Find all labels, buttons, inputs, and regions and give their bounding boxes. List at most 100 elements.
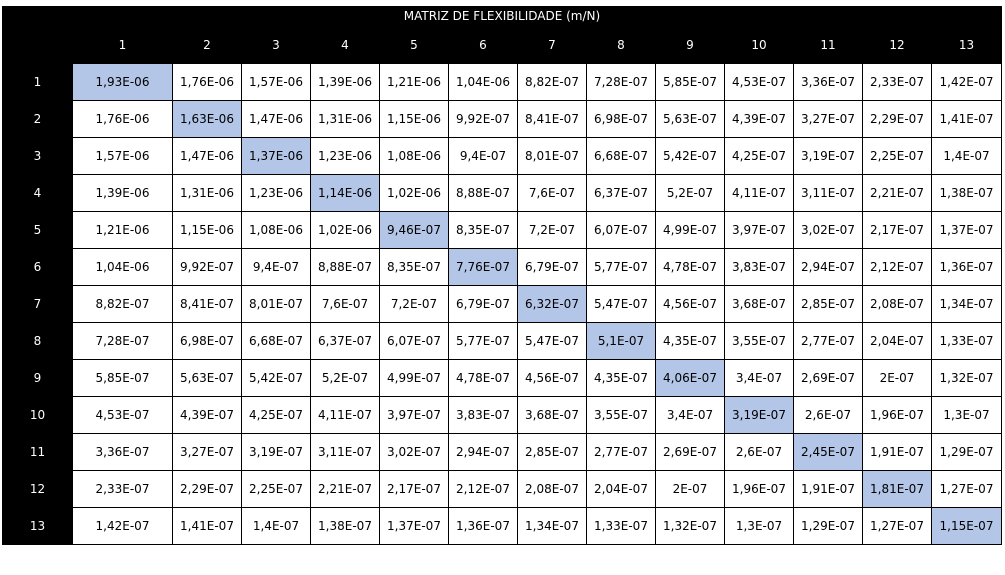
matrix-cell[interactable]: 3,68E-07: [517, 396, 587, 434]
matrix-cell[interactable]: 2,21E-07: [310, 470, 380, 508]
matrix-cell[interactable]: 2,33E-07: [862, 63, 932, 101]
matrix-cell[interactable]: 1,39E-06: [310, 63, 380, 101]
matrix-cell[interactable]: 1,29E-07: [931, 433, 1002, 471]
matrix-cell[interactable]: 8,41E-07: [172, 285, 242, 323]
matrix-cell[interactable]: 3,4E-07: [655, 396, 725, 434]
matrix-cell[interactable]: 3,97E-07: [379, 396, 449, 434]
diagonal-cell[interactable]: 1,37E-06: [241, 137, 311, 175]
matrix-cell[interactable]: 2,94E-07: [448, 433, 518, 471]
matrix-cell[interactable]: 8,35E-07: [379, 248, 449, 286]
matrix-cell[interactable]: 4,39E-07: [172, 396, 242, 434]
diagonal-cell[interactable]: 7,76E-07: [448, 248, 518, 286]
matrix-cell[interactable]: 3,02E-07: [793, 211, 863, 249]
matrix-cell[interactable]: 4,56E-07: [517, 359, 587, 397]
matrix-cell[interactable]: 6,79E-07: [517, 248, 587, 286]
matrix-cell[interactable]: 1,27E-07: [862, 507, 932, 545]
matrix-cell[interactable]: 2,6E-07: [724, 433, 794, 471]
matrix-cell[interactable]: 9,4E-07: [241, 248, 311, 286]
matrix-cell[interactable]: 2,77E-07: [793, 322, 863, 360]
matrix-cell[interactable]: 5,2E-07: [310, 359, 380, 397]
matrix-cell[interactable]: 1,57E-06: [72, 137, 173, 175]
matrix-cell[interactable]: 4,39E-07: [724, 100, 794, 138]
matrix-cell[interactable]: 2,17E-07: [379, 470, 449, 508]
matrix-cell[interactable]: 1,08E-06: [241, 211, 311, 249]
matrix-cell[interactable]: 2,12E-07: [862, 248, 932, 286]
matrix-cell[interactable]: 1,47E-06: [241, 100, 311, 138]
matrix-cell[interactable]: 7,2E-07: [517, 211, 587, 249]
matrix-cell[interactable]: 1,08E-06: [379, 137, 449, 175]
matrix-cell[interactable]: 8,01E-07: [241, 285, 311, 323]
matrix-cell[interactable]: 1,32E-07: [931, 359, 1002, 397]
diagonal-cell[interactable]: 2,45E-07: [793, 433, 863, 471]
matrix-cell[interactable]: 6,07E-07: [379, 322, 449, 360]
matrix-cell[interactable]: 1,42E-07: [931, 63, 1002, 101]
matrix-cell[interactable]: 5,63E-07: [655, 100, 725, 138]
matrix-cell[interactable]: 4,25E-07: [241, 396, 311, 434]
matrix-cell[interactable]: 6,07E-07: [586, 211, 656, 249]
matrix-cell[interactable]: 8,01E-07: [517, 137, 587, 175]
matrix-cell[interactable]: 1,33E-07: [931, 322, 1002, 360]
matrix-cell[interactable]: 1,96E-07: [862, 396, 932, 434]
matrix-cell[interactable]: 9,92E-07: [172, 248, 242, 286]
matrix-cell[interactable]: 1,36E-07: [448, 507, 518, 545]
matrix-cell[interactable]: 3,4E-07: [724, 359, 794, 397]
matrix-cell[interactable]: 3,11E-07: [310, 433, 380, 471]
matrix-cell[interactable]: 3,19E-07: [793, 137, 863, 175]
matrix-cell[interactable]: 2,08E-07: [862, 285, 932, 323]
matrix-cell[interactable]: 8,82E-07: [72, 285, 173, 323]
matrix-cell[interactable]: 4,35E-07: [586, 359, 656, 397]
matrix-cell[interactable]: 1,29E-07: [793, 507, 863, 545]
matrix-cell[interactable]: 7,6E-07: [310, 285, 380, 323]
matrix-cell[interactable]: 1,33E-07: [586, 507, 656, 545]
matrix-cell[interactable]: 3,55E-07: [586, 396, 656, 434]
matrix-cell[interactable]: 3,27E-07: [793, 100, 863, 138]
matrix-cell[interactable]: 5,47E-07: [586, 285, 656, 323]
matrix-cell[interactable]: 1,23E-06: [241, 174, 311, 212]
matrix-cell[interactable]: 1,04E-06: [72, 248, 173, 286]
matrix-cell[interactable]: 1,57E-06: [241, 63, 311, 101]
matrix-cell[interactable]: 3,97E-07: [724, 211, 794, 249]
matrix-cell[interactable]: 2,85E-07: [517, 433, 587, 471]
matrix-cell[interactable]: 4,11E-07: [724, 174, 794, 212]
matrix-cell[interactable]: 7,6E-07: [517, 174, 587, 212]
diagonal-cell[interactable]: 1,14E-06: [310, 174, 380, 212]
diagonal-cell[interactable]: 1,63E-06: [172, 100, 242, 138]
matrix-cell[interactable]: 1,37E-07: [931, 211, 1002, 249]
matrix-cell[interactable]: 1,38E-07: [310, 507, 380, 545]
matrix-cell[interactable]: 3,27E-07: [172, 433, 242, 471]
diagonal-cell[interactable]: 3,19E-07: [724, 396, 794, 434]
matrix-cell[interactable]: 2,29E-07: [862, 100, 932, 138]
matrix-cell[interactable]: 2,6E-07: [793, 396, 863, 434]
matrix-cell[interactable]: 1,41E-07: [172, 507, 242, 545]
matrix-cell[interactable]: 1,37E-07: [379, 507, 449, 545]
matrix-cell[interactable]: 5,85E-07: [72, 359, 173, 397]
matrix-cell[interactable]: 4,53E-07: [724, 63, 794, 101]
matrix-cell[interactable]: 6,98E-07: [586, 100, 656, 138]
matrix-cell[interactable]: 6,79E-07: [448, 285, 518, 323]
matrix-cell[interactable]: 1,21E-06: [379, 63, 449, 101]
matrix-cell[interactable]: 2,25E-07: [241, 470, 311, 508]
matrix-cell[interactable]: 1,47E-06: [172, 137, 242, 175]
matrix-cell[interactable]: 6,68E-07: [241, 322, 311, 360]
matrix-cell[interactable]: 6,37E-07: [310, 322, 380, 360]
matrix-cell[interactable]: 8,35E-07: [448, 211, 518, 249]
matrix-cell[interactable]: 2,33E-07: [72, 470, 173, 508]
matrix-cell[interactable]: 1,21E-06: [72, 211, 173, 249]
matrix-cell[interactable]: 5,85E-07: [655, 63, 725, 101]
matrix-cell[interactable]: 2,04E-07: [586, 470, 656, 508]
matrix-cell[interactable]: 4,99E-07: [379, 359, 449, 397]
matrix-cell[interactable]: 1,38E-07: [931, 174, 1002, 212]
matrix-cell[interactable]: 4,35E-07: [655, 322, 725, 360]
matrix-cell[interactable]: 1,02E-06: [379, 174, 449, 212]
matrix-cell[interactable]: 4,53E-07: [72, 396, 173, 434]
matrix-cell[interactable]: 4,25E-07: [724, 137, 794, 175]
matrix-cell[interactable]: 1,36E-07: [931, 248, 1002, 286]
matrix-cell[interactable]: 2,21E-07: [862, 174, 932, 212]
matrix-cell[interactable]: 1,02E-06: [310, 211, 380, 249]
matrix-cell[interactable]: 1,34E-07: [931, 285, 1002, 323]
matrix-cell[interactable]: 5,77E-07: [448, 322, 518, 360]
matrix-cell[interactable]: 2,12E-07: [448, 470, 518, 508]
matrix-cell[interactable]: 3,68E-07: [724, 285, 794, 323]
matrix-cell[interactable]: 6,98E-07: [172, 322, 242, 360]
matrix-cell[interactable]: 1,76E-06: [72, 100, 173, 138]
